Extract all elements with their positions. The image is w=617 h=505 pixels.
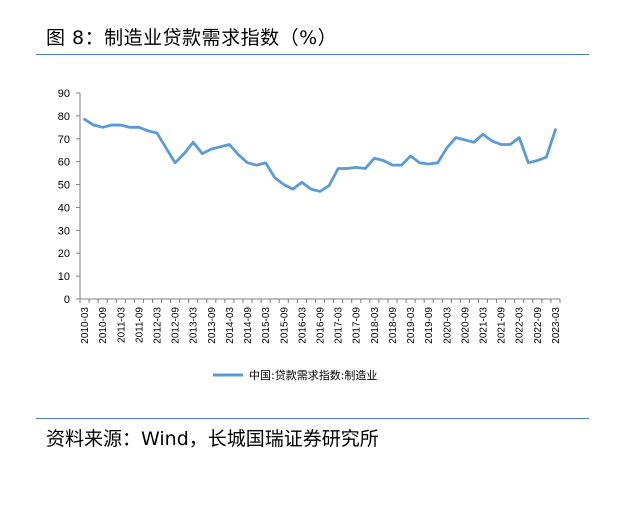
- x-tick-label: 2014-03: [225, 307, 236, 344]
- y-tick-label: 80: [58, 111, 70, 123]
- x-tick-label: 2019-09: [424, 307, 435, 344]
- x-tick-label: 2011-03: [116, 307, 127, 343]
- x-tick-label: 2012-09: [171, 307, 182, 344]
- data-point: [310, 188, 313, 191]
- y-tick-label: 40: [58, 202, 70, 214]
- data-point: [147, 129, 150, 132]
- x-tick-label: 2018-03: [370, 307, 381, 344]
- x-tick-label: 2019-03: [406, 307, 417, 344]
- x-tick-label: 2020-09: [460, 307, 471, 344]
- data-point: [464, 139, 467, 142]
- x-tick-label: 2015-03: [261, 307, 272, 344]
- x-tick-label: 2010-09: [98, 307, 109, 344]
- data-point: [165, 147, 168, 150]
- data-point: [346, 167, 349, 170]
- x-tick-label: 2018-09: [388, 307, 399, 344]
- data-point: [391, 164, 394, 167]
- data-point: [518, 136, 521, 139]
- data-point: [273, 176, 276, 179]
- data-point: [92, 124, 95, 127]
- data-point: [83, 118, 86, 121]
- data-point: [137, 126, 140, 129]
- figure-title: 图 8：制造业贷款需求指数（%）: [46, 27, 338, 49]
- data-point: [201, 152, 204, 155]
- data-point: [210, 148, 213, 151]
- y-tick-label: 30: [58, 225, 70, 237]
- data-point: [409, 155, 412, 158]
- data-point: [445, 147, 448, 150]
- title-rule: [36, 54, 589, 55]
- y-tick-label: 70: [58, 134, 70, 146]
- x-tick-label: 2020-03: [442, 307, 453, 344]
- data-point: [382, 159, 385, 162]
- data-point: [337, 167, 340, 170]
- data-point: [255, 164, 258, 167]
- x-tick-label: 2011-09: [134, 307, 145, 343]
- data-point: [192, 141, 195, 144]
- x-tick-label: 2021-03: [479, 307, 490, 344]
- x-tick-label: 2010-03: [80, 307, 91, 344]
- x-tick-label: 2014-09: [243, 307, 254, 344]
- data-point: [554, 128, 557, 131]
- data-point: [328, 184, 331, 187]
- data-point: [128, 126, 131, 129]
- data-point: [500, 143, 503, 146]
- y-tick-label: 10: [58, 271, 70, 283]
- data-point: [355, 166, 358, 169]
- x-tick-label: 2012-03: [152, 307, 163, 344]
- data-point: [174, 161, 177, 164]
- x-tick-label: 2016-03: [297, 307, 308, 344]
- data-point: [436, 161, 439, 164]
- data-point: [364, 167, 367, 170]
- source-note: 资料来源：Wind，长城国瑞证券研究所: [46, 428, 379, 450]
- data-point: [527, 161, 530, 164]
- data-point: [101, 126, 104, 129]
- data-point: [291, 188, 294, 191]
- data-point: [219, 145, 222, 148]
- series-line: [83, 117, 557, 193]
- data-point: [454, 136, 457, 139]
- x-tick-label: 2017-09: [352, 307, 363, 344]
- x-tick-label: 2013-03: [189, 307, 200, 344]
- data-point: [156, 132, 159, 135]
- legend-label: 中国:贷款需求指数:制造业: [249, 368, 377, 382]
- y-tick-label: 0: [64, 294, 70, 306]
- data-point: [282, 183, 285, 186]
- data-point: [300, 181, 303, 184]
- x-tick-label: 2013-09: [207, 307, 218, 344]
- data-point: [491, 140, 494, 143]
- x-tick-label: 2023-03: [551, 307, 562, 344]
- data-point: [482, 133, 485, 136]
- data-point: [427, 163, 430, 166]
- data-point: [237, 153, 240, 156]
- data-point: [246, 161, 249, 164]
- x-tick-label: 2022-09: [533, 307, 544, 344]
- x-tick-label: 2022-03: [515, 307, 526, 344]
- data-point: [373, 157, 376, 160]
- data-point: [183, 152, 186, 155]
- data-point: [509, 143, 512, 146]
- y-tick-label: 20: [58, 248, 70, 260]
- x-tick-label: 2017-03: [334, 307, 345, 344]
- x-tick-label: 2021-09: [497, 307, 508, 344]
- x-tick-label: 2015-09: [279, 307, 290, 344]
- y-tick-label: 60: [58, 157, 70, 169]
- y-tick-label: 50: [58, 180, 70, 192]
- data-point: [228, 143, 231, 146]
- x-tick-label: 2016-09: [316, 307, 327, 344]
- y-tick-label: 90: [58, 88, 70, 100]
- source-rule: [36, 418, 589, 419]
- data-point: [473, 141, 476, 144]
- data-point: [264, 161, 267, 164]
- data-point: [119, 124, 122, 127]
- data-point: [545, 156, 548, 159]
- data-point: [319, 190, 322, 193]
- data-point: [110, 124, 113, 127]
- data-point: [418, 161, 421, 164]
- data-point: [400, 164, 403, 167]
- data-point: [536, 159, 539, 162]
